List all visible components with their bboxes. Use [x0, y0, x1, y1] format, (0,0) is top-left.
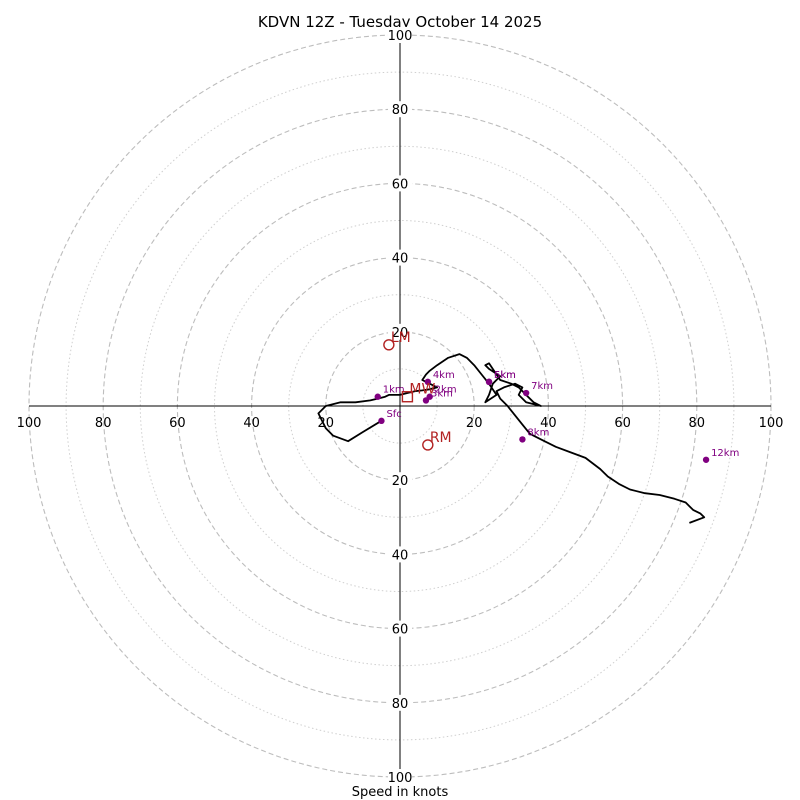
height-label-Sfc: Sfc	[386, 409, 401, 420]
y-tick-bg	[388, 769, 412, 785]
y-tick-bg	[388, 249, 412, 266]
height-marker-Sfc	[378, 417, 385, 425]
y-tick-label: 100	[388, 29, 413, 44]
y-tick-label: 20	[392, 474, 409, 489]
y-tick-label: 100	[388, 771, 413, 786]
height-label-12km: 12km	[711, 448, 739, 459]
y-tick-bg	[388, 472, 412, 489]
y-tick-label: 60	[392, 623, 409, 638]
x-tick-label: 60	[614, 416, 631, 431]
height-label-5km: 5km	[494, 370, 516, 381]
y-tick-bg	[388, 101, 412, 118]
storm-motion-LM	[383, 339, 395, 351]
y-tick-bg	[388, 323, 412, 340]
storm-motion-label-MW: MW	[409, 382, 435, 398]
x-tick-label: 40	[540, 416, 557, 431]
y-tick-label: 80	[392, 697, 409, 712]
x-tick-label: 100	[17, 416, 42, 431]
y-tick-label: 60	[392, 177, 409, 192]
x-tick-label: 40	[243, 416, 260, 431]
tick-labels: 100 80 60 40 20 20 40 60 80 100100806040202040608…	[17, 27, 784, 786]
y-tick-bg	[388, 620, 412, 637]
hodograph-trace	[317, 353, 706, 524]
x-tick-label: 80	[689, 416, 706, 431]
height-label-4km: 4km	[433, 370, 455, 381]
storm-motion-RM	[422, 439, 434, 451]
storm-motion-label-LM: LM	[391, 330, 411, 346]
x-tick-label: 100	[759, 416, 784, 431]
height-label-7km: 7km	[531, 381, 553, 392]
height-label-8km: 8km	[527, 427, 549, 438]
y-tick-label: 20	[392, 326, 409, 341]
y-tick-label: 40	[392, 548, 409, 563]
chart-title: KDVN 12Z - Tuesday October 14 2025	[258, 13, 542, 31]
x-tick-label: 20	[466, 416, 483, 431]
height-label-1km: 1km	[383, 385, 405, 396]
height-marker-7km	[522, 389, 530, 397]
y-tick-bg	[388, 694, 412, 711]
x-tick-label: 80	[95, 416, 112, 431]
y-tick-bg	[388, 27, 412, 43]
height-label-6km: 6km	[494, 370, 516, 381]
y-tick-bg	[388, 546, 412, 563]
height-marker-6km	[485, 378, 493, 386]
y-tick-label: 80	[392, 103, 409, 118]
y-tick-label: 40	[392, 252, 409, 267]
height-marker-3km	[422, 397, 430, 404]
height-marker-4km	[424, 378, 432, 386]
storm-motion-label-RM: RM	[430, 430, 452, 446]
height-marker-1km	[374, 393, 381, 400]
height-label-2km: 2km	[435, 385, 457, 396]
x-axis-label: Speed in knots	[352, 785, 449, 800]
height-label-3km: 3km	[431, 388, 453, 399]
height-marker-12km	[702, 456, 710, 463]
storm-motion-markers: LM RM MW	[383, 330, 452, 451]
x-tick-label: 60	[169, 416, 186, 431]
mean-wind-marker	[401, 391, 414, 403]
y-tick-bg	[388, 175, 412, 192]
height-marker-8km	[519, 436, 526, 443]
